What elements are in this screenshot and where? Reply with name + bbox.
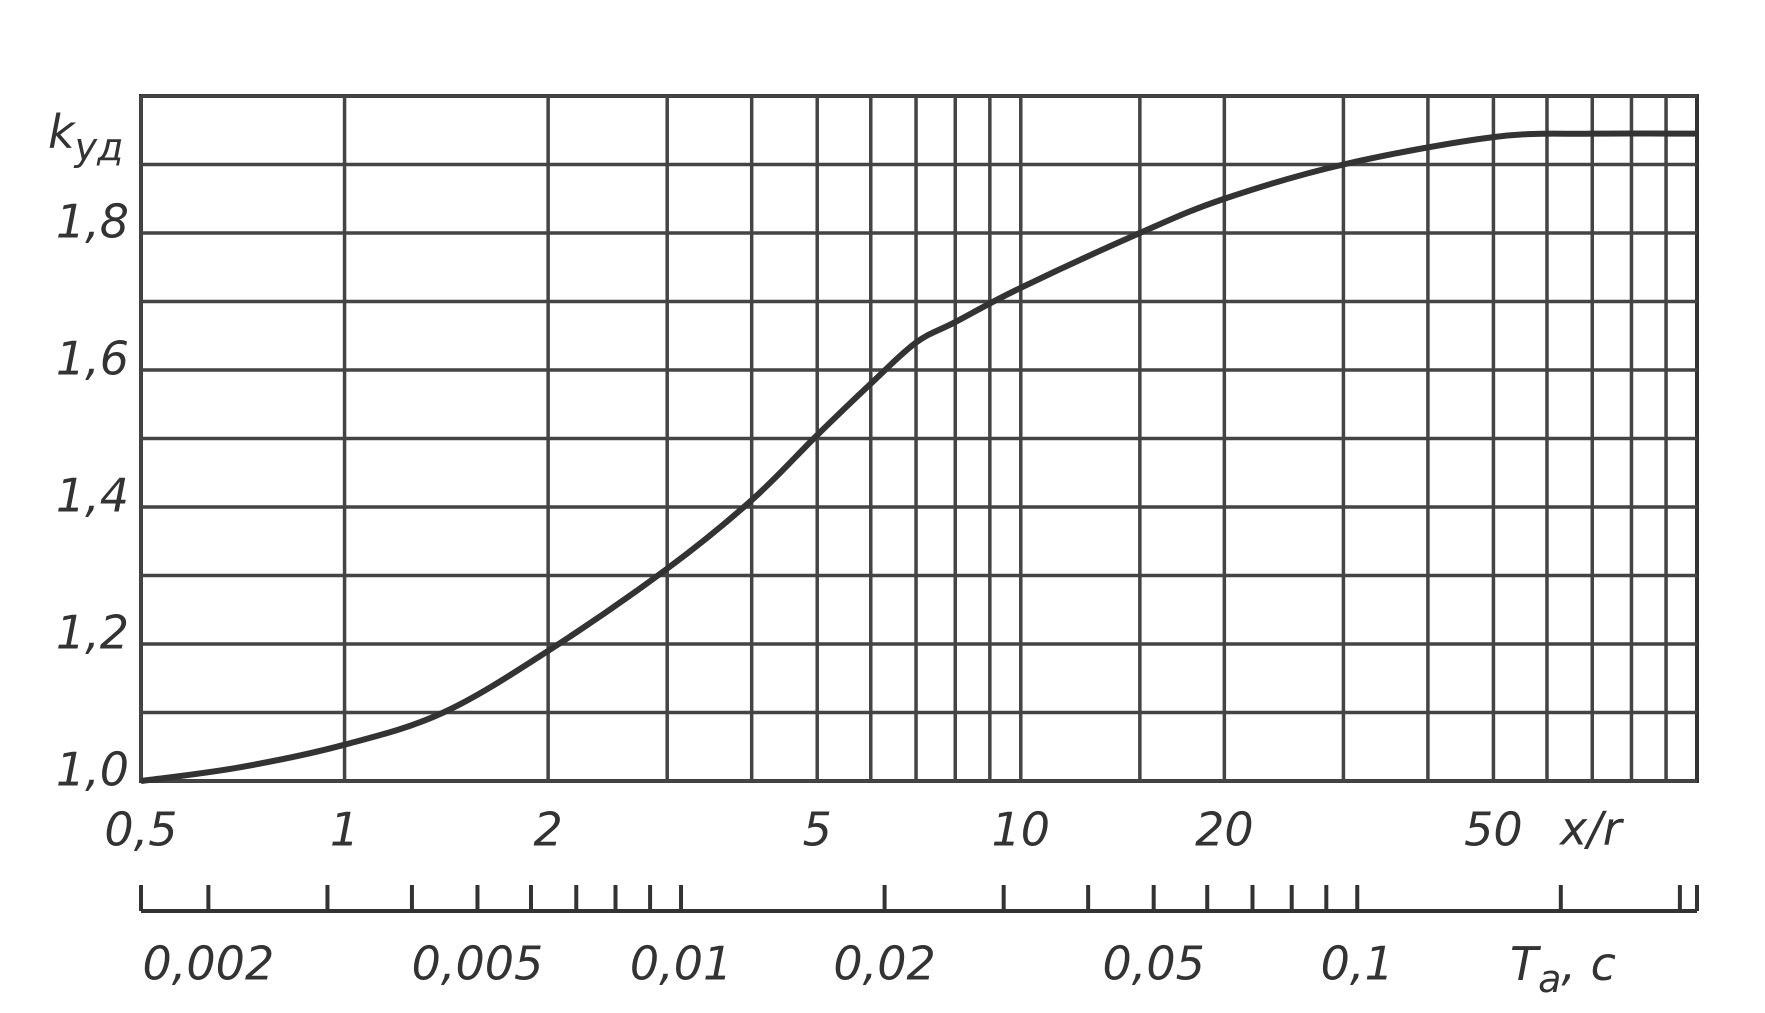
x2-tick-label: 0,1 (1321, 937, 1394, 991)
x2-label-unit: , c (1561, 937, 1616, 991)
x-tick-label: 0,5 (104, 803, 177, 857)
x2-tick-label: 0,01 (630, 937, 732, 991)
x2-tick-label: 0,05 (1102, 937, 1204, 991)
x-tick-label: 1 (330, 803, 359, 857)
x-tick-label: 5 (803, 803, 832, 857)
y-axis-label: kуд (48, 105, 123, 169)
curve (140, 130, 1698, 784)
y-label-main: k (48, 105, 77, 159)
x-tick-label: 50 (1464, 803, 1523, 857)
x2-tick-label: 0,002 (143, 937, 275, 991)
x2-label-main: T (1510, 937, 1542, 991)
y-tick-label: 1,2 (56, 606, 129, 660)
x2-tick-label: 0,005 (412, 937, 544, 991)
y-tick-label: 1,4 (56, 469, 129, 523)
x-tick-label: 20 (1195, 803, 1254, 857)
y-tick-label: 1,8 (56, 195, 129, 249)
x2-tick-label: 0,02 (833, 937, 935, 991)
x-axis-label: x/r (1558, 802, 1625, 856)
x-tick-label: 10 (992, 803, 1051, 857)
y-tick-label: 1,0 (56, 743, 129, 797)
y-tick-label: 1,6 (56, 332, 129, 386)
x2-label-sub: a (1538, 957, 1561, 1001)
y-label-sub: уд (74, 125, 124, 169)
x2-axis-label: Ta, c (1510, 937, 1616, 1001)
x-tick-label: 2 (533, 803, 562, 857)
